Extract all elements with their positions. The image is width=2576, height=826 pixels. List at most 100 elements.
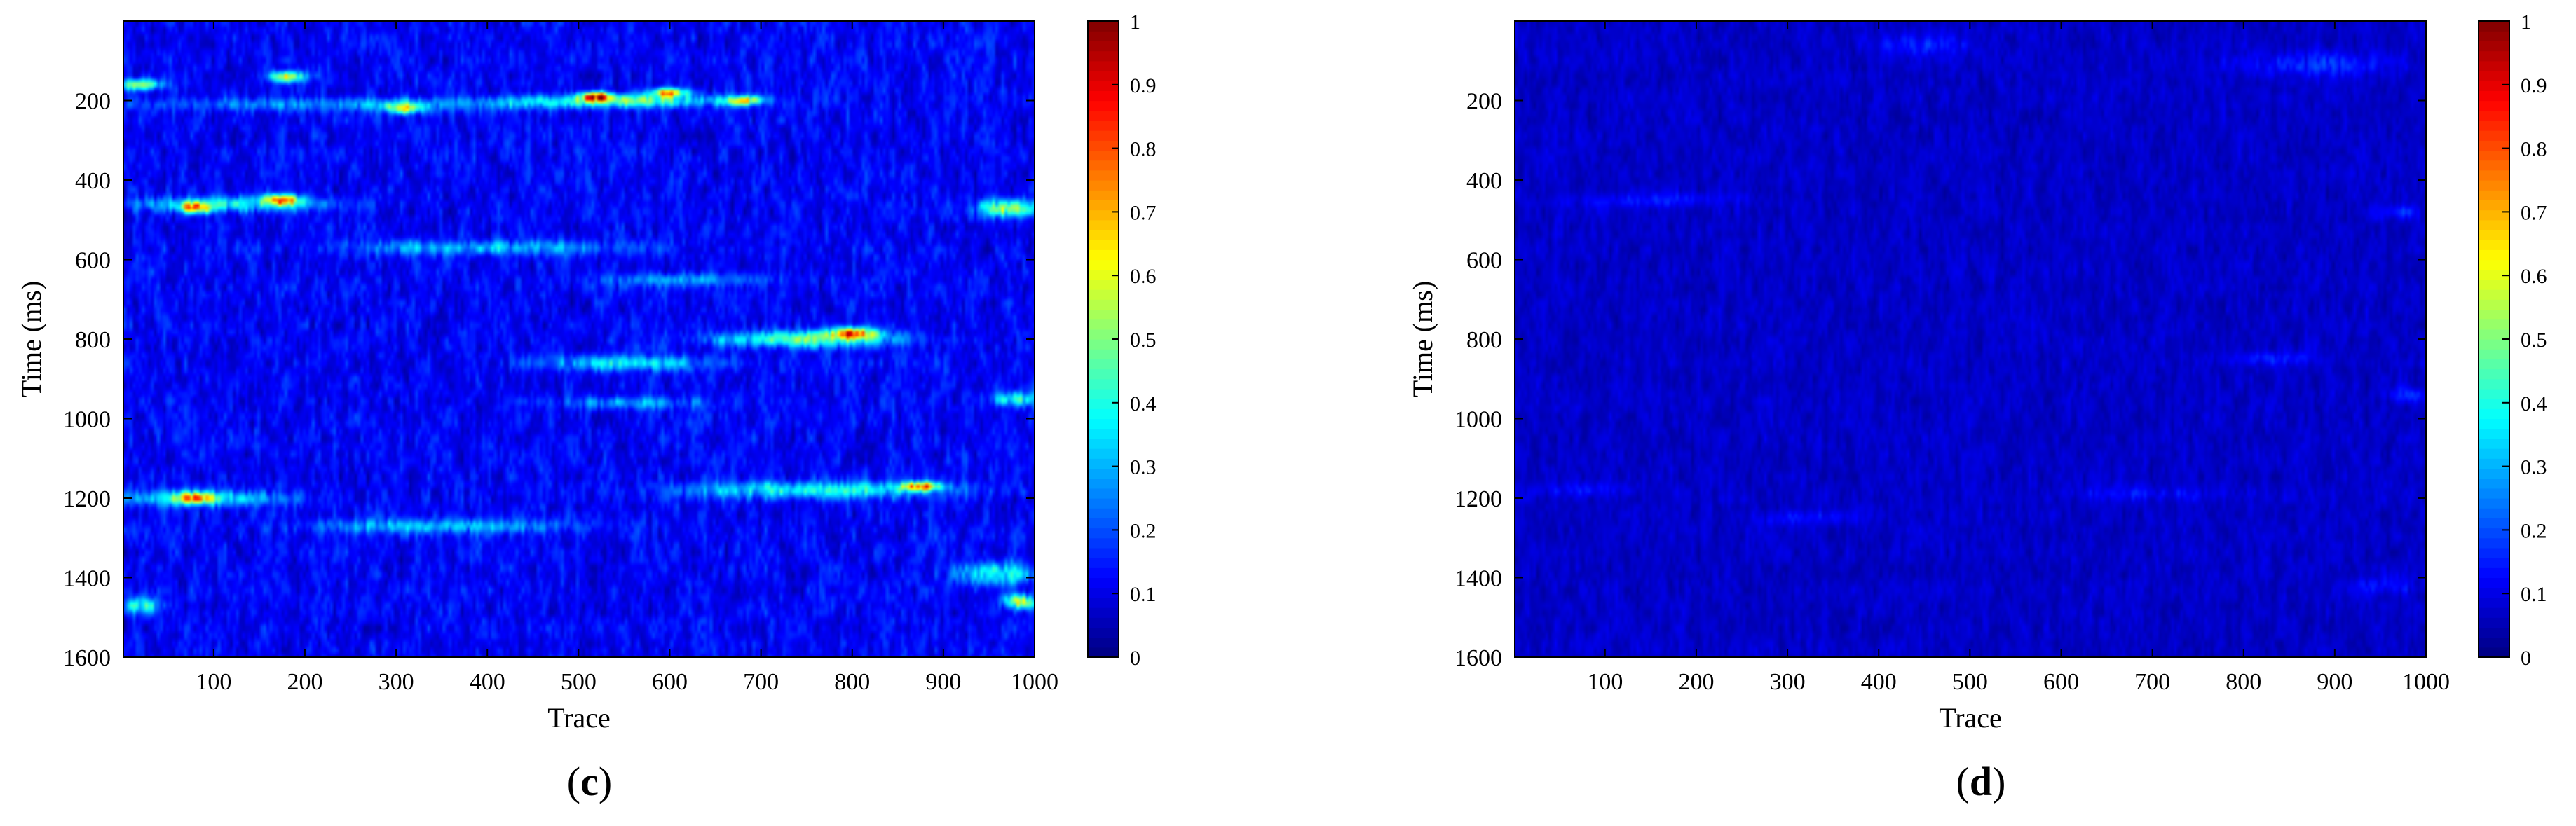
colorbar-segment <box>1088 458 1119 469</box>
colorbar-segment <box>2479 339 2509 350</box>
colorbar-tick-label: 0.9 <box>2521 74 2547 97</box>
colorbar-segment <box>2479 359 2509 370</box>
colorbar-segment <box>1088 279 1119 290</box>
colorbar-segment <box>1088 269 1119 280</box>
colorbar-segment <box>2479 249 2509 261</box>
colorbar-segment <box>1088 428 1119 439</box>
colorbar-tick-label: 0.1 <box>1130 583 1157 606</box>
colorbar-segment <box>1088 587 1119 598</box>
colorbar: 0 0.1 0.2 0.3 0.4 0.5 0.6 0.7 0.8 0.9 1 <box>2478 11 2547 670</box>
colorbar-segment <box>2479 468 2509 479</box>
colorbar-segment <box>2479 60 2509 71</box>
colorbar-tick-label: 0.9 <box>1130 74 1157 97</box>
colorbar-segment <box>1088 478 1119 489</box>
x-tick-label: 400 <box>1861 669 1897 695</box>
colorbar-tick-label: 1 <box>1130 11 1140 34</box>
colorbar-segment <box>1088 627 1119 638</box>
colorbar-segment <box>2479 269 2509 280</box>
colorbar-tick-label: 0 <box>1130 647 1140 670</box>
y-tick-label: 1600 <box>63 645 111 671</box>
colorbar-segment <box>1088 558 1119 568</box>
colorbar-segment <box>1088 299 1119 310</box>
y-tick-label: 200 <box>1466 89 1502 115</box>
colorbar-segment <box>2479 70 2509 81</box>
colorbar-tick-label: 0.2 <box>2521 519 2547 542</box>
colorbar-tick-label: 0.4 <box>1130 392 1157 415</box>
colorbar-tick-label: 0.6 <box>2521 265 2547 288</box>
colorbar-segment <box>2479 90 2509 102</box>
colorbar-segment <box>2479 150 2509 161</box>
colorbar-segment <box>1088 190 1119 200</box>
colorbar-tick-label: 0.8 <box>1130 138 1157 161</box>
x-tick-label: 300 <box>379 669 414 695</box>
colorbar-segment <box>1088 399 1119 409</box>
colorbar-segment <box>1088 488 1119 499</box>
colorbar-segment <box>2479 41 2509 52</box>
colorbar-segment <box>1088 378 1119 390</box>
colorbar-segment <box>1088 329 1119 340</box>
colorbar-segment <box>1088 70 1119 81</box>
colorbar-segment <box>2479 240 2509 250</box>
colorbar-segment <box>1088 100 1119 111</box>
colorbar-segment <box>1088 408 1119 420</box>
colorbar-segment <box>2479 140 2509 151</box>
colorbar-tick-label: 0 <box>2521 647 2531 670</box>
x-tick-label: 1000 <box>2402 669 2450 695</box>
y-axis-label: Time (ms) <box>1407 281 1438 397</box>
colorbar-segment <box>1088 81 1119 91</box>
colorbar-segment <box>2479 478 2509 489</box>
colorbar-segment <box>2479 229 2509 240</box>
y-tick-label: 400 <box>75 168 111 194</box>
x-tick-label: 500 <box>1952 669 1988 695</box>
panel-label-letter: c <box>580 759 599 804</box>
colorbar-segment <box>2479 21 2509 32</box>
colorbar-segment <box>2479 558 2509 568</box>
x-tick-label: 900 <box>925 669 961 695</box>
x-tick-label: 600 <box>2043 669 2079 695</box>
panel-label-d: (d) <box>1956 758 2006 805</box>
y-tick-label: 200 <box>75 89 111 115</box>
colorbar-segment <box>2479 597 2509 608</box>
colorbar-segment <box>2479 120 2509 131</box>
colorbar-segment <box>2479 378 2509 390</box>
colorbar-segment <box>1088 468 1119 479</box>
x-tick-label: 1000 <box>1011 669 1058 695</box>
y-axis-label: Time (ms) <box>15 281 47 397</box>
colorbar-segment <box>1088 200 1119 211</box>
colorbar-segment <box>2479 408 2509 420</box>
colorbar-segment <box>2479 577 2509 588</box>
chart-panel: 100 200 300 400 500 600 700 800 900 1000 200 400 600… <box>15 11 1157 734</box>
colorbar-segment <box>1088 240 1119 250</box>
x-tick-label: 300 <box>1770 669 1806 695</box>
colorbar-segment <box>2479 627 2509 638</box>
colorbar-tick-label: 0.5 <box>1130 329 1157 352</box>
colorbar-segment <box>1088 339 1119 350</box>
y-tick-label: 1000 <box>63 407 111 433</box>
colorbar-segment <box>1088 388 1119 399</box>
colorbar-segment <box>2479 418 2509 429</box>
x-tick-label: 200 <box>1678 669 1714 695</box>
colorbar: 0 0.1 0.2 0.3 0.4 0.5 0.6 0.7 0.8 0.9 1 <box>1087 11 1157 670</box>
heatmap-image <box>123 21 1035 657</box>
colorbar-segment <box>1088 150 1119 161</box>
colorbar-tick-label: 0.3 <box>2521 456 2547 479</box>
colorbar-segment <box>2479 299 2509 310</box>
colorbar-segment <box>2479 607 2509 618</box>
colorbar-segment <box>2479 200 2509 211</box>
colorbar-segment <box>1088 170 1119 181</box>
colorbar-tick-label: 0.2 <box>1130 519 1157 542</box>
colorbar-segment <box>1088 537 1119 549</box>
chart-panel: 100 200 300 400 500 600 700 800 900 1000 200 400 600… <box>1407 11 2547 734</box>
y-tick-label: 600 <box>75 248 111 274</box>
y-tick-label: 800 <box>1466 327 1502 353</box>
colorbar-segment <box>1088 637 1119 648</box>
colorbar-segment <box>1088 577 1119 588</box>
colorbar-segment <box>2479 349 2509 359</box>
colorbar-segment <box>2479 100 2509 111</box>
colorbar-segment <box>2479 388 2509 399</box>
x-tick-label: 800 <box>2226 669 2261 695</box>
y-tick-label: 800 <box>75 327 111 353</box>
colorbar-segment <box>2479 259 2509 270</box>
colorbar-tick-label: 0.4 <box>2521 392 2547 415</box>
colorbar-segment <box>1088 21 1119 32</box>
